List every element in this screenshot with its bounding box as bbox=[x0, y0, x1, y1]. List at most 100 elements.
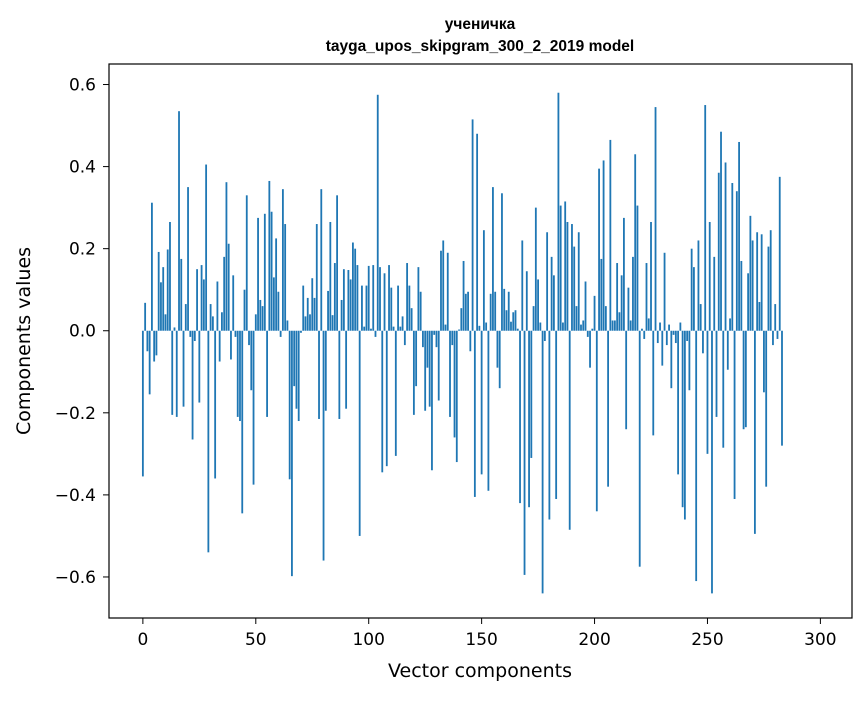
bar bbox=[318, 330, 320, 419]
bar bbox=[539, 322, 542, 331]
bar bbox=[270, 211, 273, 331]
bar bbox=[286, 320, 289, 331]
bar bbox=[342, 269, 345, 331]
y-tick-label: 0.2 bbox=[69, 240, 96, 260]
bar bbox=[243, 289, 246, 331]
bar bbox=[306, 297, 309, 331]
chart-title-line-2: tayga_upos_skipgram_300_2_2019 model bbox=[326, 38, 634, 55]
bar bbox=[257, 217, 259, 331]
bar bbox=[548, 330, 551, 520]
bar bbox=[458, 329, 460, 331]
bar bbox=[693, 267, 695, 331]
bar bbox=[144, 302, 147, 331]
bar bbox=[433, 330, 436, 335]
bar bbox=[309, 314, 311, 331]
bar bbox=[295, 330, 298, 409]
bar bbox=[166, 249, 169, 331]
bar bbox=[202, 279, 205, 331]
bar bbox=[408, 285, 411, 331]
bar bbox=[516, 328, 519, 331]
y-axis-ticks: −0.6 −0.4 −0.2 0.0 0.2 0.4 0.6 bbox=[55, 76, 109, 588]
bar bbox=[205, 164, 208, 331]
bar bbox=[372, 265, 375, 331]
bar bbox=[394, 330, 397, 456]
bar bbox=[598, 168, 600, 331]
bar bbox=[277, 291, 280, 331]
bar bbox=[672, 330, 675, 335]
bar bbox=[751, 240, 754, 331]
bar bbox=[435, 330, 438, 348]
bar bbox=[735, 191, 738, 331]
bar bbox=[487, 330, 490, 491]
bar bbox=[431, 330, 433, 471]
bar bbox=[681, 330, 684, 508]
bar bbox=[776, 330, 779, 339]
bar bbox=[428, 330, 431, 407]
bar bbox=[478, 325, 481, 331]
bar bbox=[320, 189, 323, 331]
bar bbox=[733, 330, 736, 499]
bar bbox=[523, 330, 526, 575]
bar bbox=[765, 330, 768, 487]
bar bbox=[272, 277, 275, 331]
bar bbox=[146, 330, 149, 352]
bar bbox=[674, 330, 677, 344]
bar bbox=[602, 160, 605, 331]
bar bbox=[772, 330, 774, 346]
bar bbox=[512, 312, 515, 331]
bar bbox=[528, 330, 530, 508]
bar bbox=[180, 258, 183, 331]
bar bbox=[494, 291, 497, 331]
bar bbox=[239, 330, 241, 422]
bar bbox=[173, 327, 176, 331]
bar bbox=[636, 205, 639, 331]
bar bbox=[336, 195, 338, 331]
bar bbox=[241, 330, 244, 514]
bar bbox=[774, 304, 777, 331]
bar bbox=[767, 246, 770, 331]
bar bbox=[410, 308, 413, 331]
bar bbox=[261, 306, 264, 331]
bar bbox=[302, 285, 305, 331]
bar bbox=[363, 326, 366, 331]
bar bbox=[717, 172, 720, 331]
bar bbox=[595, 330, 598, 512]
bar bbox=[688, 330, 691, 391]
bar bbox=[641, 328, 643, 331]
bar bbox=[383, 273, 386, 331]
bar bbox=[656, 330, 659, 344]
bar bbox=[214, 330, 217, 479]
bar bbox=[385, 330, 388, 467]
bar bbox=[747, 273, 750, 331]
bar bbox=[250, 330, 253, 391]
bar bbox=[720, 131, 722, 331]
bar bbox=[227, 243, 230, 331]
bar bbox=[760, 234, 763, 331]
bar bbox=[340, 299, 343, 331]
bar bbox=[412, 330, 415, 415]
bar bbox=[193, 330, 196, 341]
bar bbox=[397, 285, 399, 331]
bar bbox=[268, 180, 271, 331]
bar bbox=[532, 306, 535, 331]
bar bbox=[663, 252, 666, 331]
bar bbox=[756, 232, 759, 331]
bar bbox=[446, 252, 449, 331]
bar bbox=[207, 330, 210, 553]
bar bbox=[552, 275, 555, 331]
bar bbox=[677, 330, 680, 475]
bar bbox=[401, 316, 404, 331]
bar bbox=[426, 330, 429, 368]
bar bbox=[577, 232, 580, 331]
bar bbox=[417, 267, 420, 331]
bar bbox=[607, 330, 609, 487]
bar bbox=[455, 330, 458, 463]
bar bbox=[559, 205, 562, 331]
bar bbox=[690, 248, 693, 331]
bar bbox=[537, 279, 539, 331]
bar bbox=[711, 330, 713, 594]
bar bbox=[225, 182, 228, 331]
bar bbox=[218, 330, 221, 362]
bar bbox=[453, 330, 456, 438]
